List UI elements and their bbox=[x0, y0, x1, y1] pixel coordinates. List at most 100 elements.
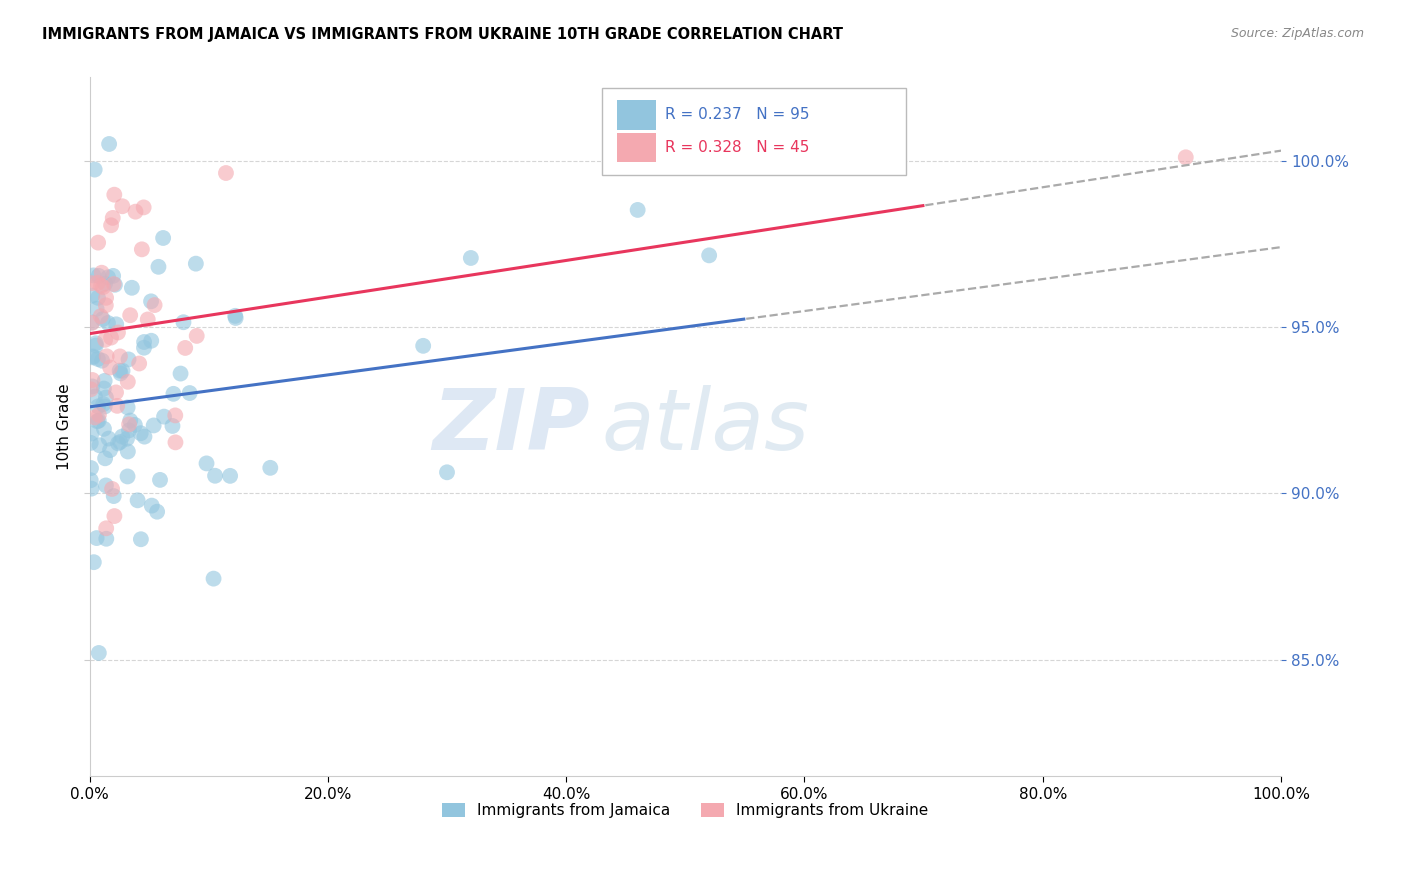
Point bbox=[87, 351, 110, 366]
Point bbox=[96, 532, 118, 546]
Point bbox=[100, 330, 122, 344]
Point bbox=[172, 315, 194, 329]
Y-axis label: 10th Grade: 10th Grade bbox=[58, 384, 72, 470]
Point bbox=[87, 408, 110, 422]
Point bbox=[108, 363, 131, 377]
Point bbox=[132, 201, 155, 215]
Point bbox=[90, 309, 112, 323]
Point bbox=[87, 414, 110, 428]
Point bbox=[93, 400, 115, 414]
Text: Source: ZipAtlas.com: Source: ZipAtlas.com bbox=[1230, 27, 1364, 40]
Point bbox=[87, 268, 110, 283]
Point bbox=[91, 312, 114, 326]
Point bbox=[90, 266, 112, 280]
Text: IMMIGRANTS FROM JAMAICA VS IMMIGRANTS FROM UKRAINE 10TH GRADE CORRELATION CHART: IMMIGRANTS FROM JAMAICA VS IMMIGRANTS FR… bbox=[42, 27, 844, 42]
Point bbox=[87, 235, 110, 250]
Point bbox=[83, 410, 105, 425]
Point bbox=[107, 326, 129, 340]
Point bbox=[94, 478, 117, 492]
Text: ZIP: ZIP bbox=[433, 385, 591, 468]
Point bbox=[104, 277, 127, 292]
Point bbox=[107, 436, 129, 450]
Point bbox=[82, 276, 104, 290]
Point bbox=[82, 379, 104, 393]
Point bbox=[94, 291, 117, 305]
Point bbox=[224, 309, 246, 323]
Point bbox=[162, 419, 184, 434]
Point bbox=[108, 435, 131, 450]
Point bbox=[86, 414, 108, 428]
Point bbox=[94, 277, 117, 291]
Point bbox=[86, 301, 108, 316]
Point bbox=[93, 422, 115, 436]
Point bbox=[80, 473, 103, 487]
Point bbox=[101, 268, 124, 283]
Point bbox=[120, 413, 142, 427]
Point bbox=[204, 468, 226, 483]
Point bbox=[124, 204, 146, 219]
Point bbox=[143, 298, 166, 312]
Point bbox=[103, 187, 125, 202]
Point bbox=[110, 367, 132, 381]
Point bbox=[103, 277, 125, 291]
Point bbox=[129, 533, 152, 547]
Point bbox=[97, 270, 120, 285]
Point bbox=[115, 432, 138, 446]
Point bbox=[132, 334, 155, 349]
Point bbox=[93, 382, 115, 396]
Point bbox=[98, 360, 121, 375]
Point bbox=[128, 357, 150, 371]
Point bbox=[101, 211, 124, 225]
Point bbox=[91, 280, 114, 294]
Point bbox=[82, 350, 104, 364]
Point bbox=[111, 199, 134, 213]
Point bbox=[225, 310, 247, 325]
Point bbox=[111, 364, 134, 378]
Point bbox=[80, 426, 103, 441]
Point bbox=[84, 390, 107, 404]
Point bbox=[118, 417, 141, 432]
Point bbox=[82, 268, 104, 283]
Point bbox=[129, 426, 152, 441]
Point bbox=[186, 329, 208, 343]
Point bbox=[84, 336, 107, 351]
Point bbox=[136, 312, 159, 326]
Point bbox=[86, 531, 108, 545]
Point bbox=[82, 288, 104, 302]
Point bbox=[90, 278, 112, 293]
Point bbox=[259, 460, 281, 475]
Point bbox=[132, 341, 155, 355]
Point bbox=[162, 387, 184, 401]
Point bbox=[131, 243, 153, 257]
Point bbox=[83, 162, 105, 177]
Point bbox=[87, 276, 110, 290]
Point bbox=[80, 482, 103, 496]
Point bbox=[97, 432, 120, 446]
Point bbox=[184, 257, 207, 271]
Point bbox=[117, 401, 139, 415]
Point bbox=[148, 260, 170, 274]
Point bbox=[91, 353, 114, 368]
Point bbox=[127, 493, 149, 508]
Point bbox=[141, 499, 163, 513]
Point bbox=[117, 469, 139, 483]
FancyBboxPatch shape bbox=[617, 101, 655, 130]
Point bbox=[94, 391, 117, 405]
Point bbox=[169, 367, 191, 381]
FancyBboxPatch shape bbox=[617, 133, 655, 162]
Point bbox=[139, 294, 162, 309]
Point bbox=[149, 473, 172, 487]
Point bbox=[108, 350, 131, 364]
Point bbox=[202, 572, 225, 586]
Point bbox=[98, 136, 121, 151]
Point bbox=[460, 251, 482, 265]
Point bbox=[97, 316, 120, 330]
Point bbox=[91, 397, 114, 411]
Point bbox=[100, 219, 122, 233]
Point bbox=[219, 468, 242, 483]
Point bbox=[195, 457, 218, 471]
Point bbox=[103, 489, 125, 503]
Point bbox=[152, 231, 174, 245]
Point bbox=[153, 409, 176, 424]
Point bbox=[89, 438, 111, 452]
